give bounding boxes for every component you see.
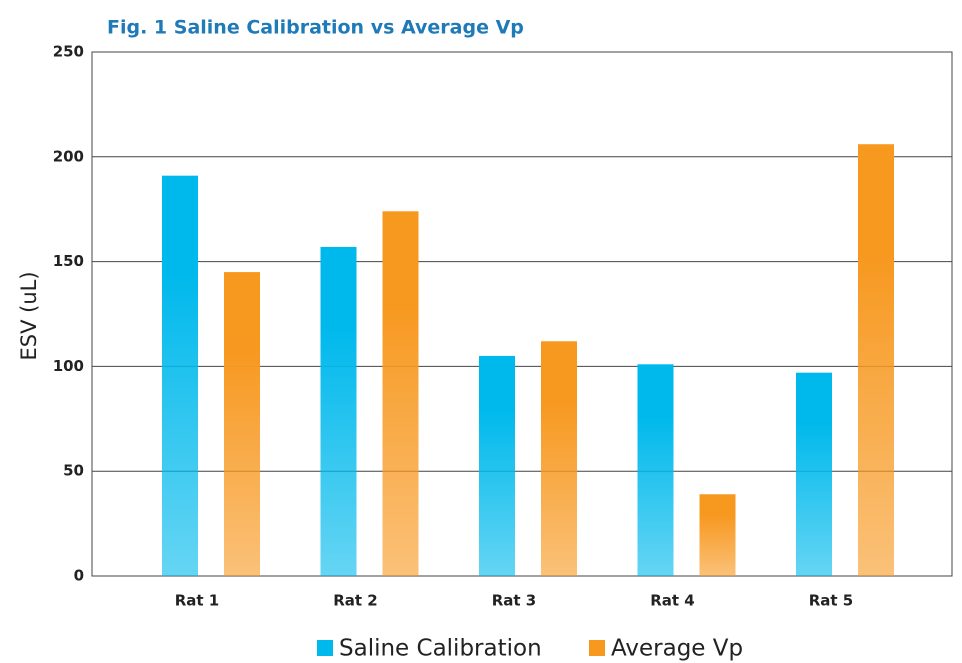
bar [162,175,198,576]
bar [637,364,674,576]
legend-label: Average Vp [611,636,743,662]
bar [541,341,577,576]
bar [224,272,260,576]
x-tick-label: Rat 1 [175,592,220,610]
legend-swatch [317,640,333,656]
x-tick-label: Rat 2 [333,592,378,610]
x-tick-label: Rat 3 [492,592,537,610]
chart-title: Fig. 1 Saline Calibration vs Average Vp [107,17,524,39]
y-tick-label: 0 [74,567,84,585]
y-tick-label: 200 [53,147,84,165]
bar [796,372,832,576]
legend-label: Saline Calibration [339,636,542,662]
legend-swatch [589,640,605,656]
y-tick-label: 100 [53,357,84,375]
bar [699,494,736,576]
bar [320,246,357,577]
x-tick-label: Rat 4 [650,592,695,610]
bar [479,355,515,576]
bar [858,144,894,576]
y-tick-label: 50 [63,462,84,480]
bar [382,211,419,576]
y-tick-label: 150 [53,252,84,270]
y-tick-label: 250 [53,43,84,61]
x-tick-label: Rat 5 [809,592,854,610]
y-axis-label: ESV (uL) [17,271,41,360]
